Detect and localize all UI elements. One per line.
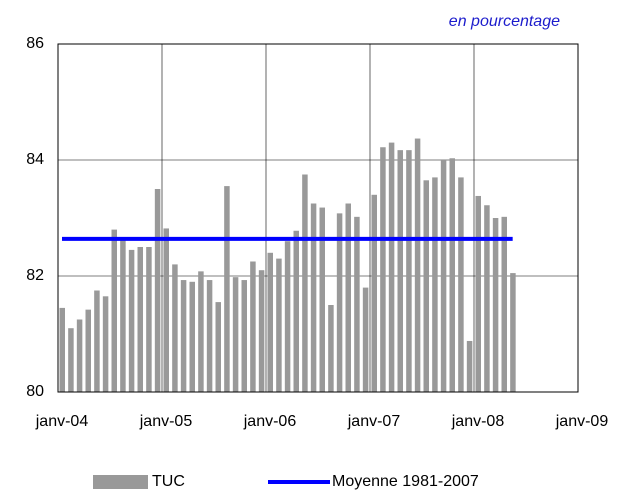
x-tick-label: janv-05: [139, 413, 193, 430]
bar: [85, 309, 91, 392]
bar: [388, 142, 395, 392]
bar: [224, 186, 230, 392]
bar: [215, 302, 221, 392]
bar: [163, 228, 169, 392]
bar: [180, 280, 187, 392]
bar: [128, 249, 135, 392]
x-tick-label: janv-07: [347, 413, 401, 430]
bar: [258, 270, 265, 392]
y-tick-label: 86: [26, 35, 44, 52]
bar: [102, 296, 109, 392]
bar: [475, 195, 481, 392]
bar: [458, 177, 464, 392]
bar: [68, 328, 74, 392]
bar: [328, 305, 334, 392]
bar: [284, 241, 291, 392]
bar: [380, 147, 386, 392]
bar: [440, 160, 447, 392]
bar: [484, 205, 490, 392]
bar: [432, 177, 438, 392]
bar: [276, 258, 282, 392]
bar: [397, 150, 403, 392]
bar: [111, 229, 117, 392]
bar: [449, 158, 455, 392]
bar: [189, 281, 195, 392]
bar: [59, 307, 65, 392]
bar: [319, 207, 325, 392]
bar: [137, 247, 143, 392]
x-tick-label: janv-09: [555, 413, 609, 430]
bar: [354, 216, 360, 392]
bar: [267, 252, 273, 392]
bar: [76, 319, 83, 392]
bar: [232, 277, 239, 392]
bar: [154, 189, 161, 392]
bar: [362, 287, 369, 392]
bar: [310, 203, 317, 392]
bar: [146, 247, 152, 392]
plot-border: [57, 43, 579, 393]
x-tick-label: janv-06: [243, 413, 297, 430]
bar: [510, 273, 516, 392]
legend-swatch: [93, 475, 148, 489]
bar: [241, 280, 247, 392]
bar: [172, 264, 178, 392]
bar: [94, 290, 100, 392]
chart-subtitle: en pourcentage: [449, 13, 560, 30]
y-tick-label: 80: [26, 383, 44, 400]
bar: [336, 213, 343, 392]
bar: [120, 238, 126, 392]
bar: [406, 150, 412, 392]
bar: [501, 216, 507, 392]
y-tick-label: 82: [26, 267, 44, 284]
bar: [466, 340, 473, 392]
bar: [293, 230, 299, 392]
y-tick-label: 84: [26, 151, 44, 168]
bar: [371, 194, 377, 392]
bar: [206, 280, 213, 392]
legend-label: Moyenne 1981-2007: [332, 473, 479, 490]
x-tick-label: janv-08: [451, 413, 505, 430]
legend-label: TUC: [152, 473, 185, 490]
bar: [198, 271, 204, 392]
bar: [302, 174, 308, 392]
x-tick-label: janv-04: [35, 413, 89, 430]
bar: [414, 138, 421, 392]
bar: [492, 218, 499, 392]
bar: [345, 203, 351, 392]
bar: [250, 261, 256, 392]
bar: [423, 180, 429, 392]
